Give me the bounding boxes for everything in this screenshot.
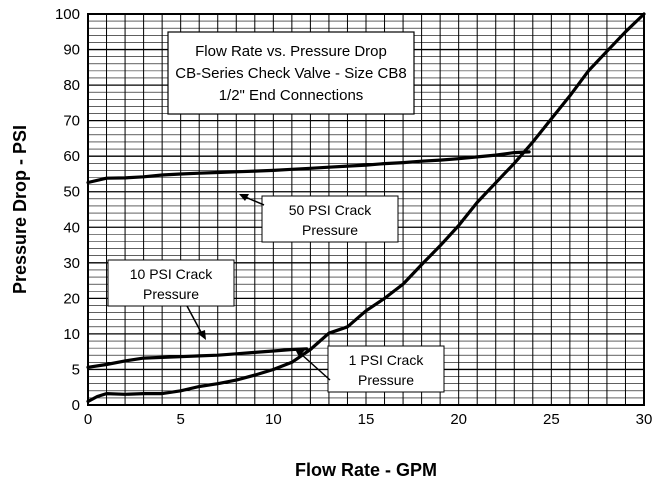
y-tick-label: 10 [63, 326, 80, 343]
x-tick-label: 30 [636, 411, 653, 428]
annotation-10psi-line-2: Pressure [143, 286, 199, 302]
y-tick-label: 90 [63, 42, 80, 59]
title-box: Flow Rate vs. Pressure Drop CB-Series Ch… [167, 31, 415, 115]
annotation-10psi-arrowhead [197, 330, 206, 340]
y-tick-label: 20 [63, 290, 80, 307]
x-tick-label: 25 [543, 411, 560, 428]
x-tick-labels: 0 5 10 15 20 25 30 [84, 411, 653, 428]
y-tick-label: 50 [63, 184, 80, 201]
y-tick-label: 0 [72, 397, 80, 414]
x-tick-label: 5 [176, 411, 184, 428]
y-tick-label: 60 [63, 148, 80, 165]
annotation-50psi-line-1: 50 PSI Crack [289, 202, 372, 218]
annotation-50psi-line-2: Pressure [302, 222, 358, 238]
annotation-10psi-box [107, 259, 235, 307]
annotation-50psi-box [261, 195, 399, 243]
x-tick-label: 20 [450, 411, 467, 428]
title-box-frame [167, 31, 415, 115]
x-axis-title: Flow Rate - GPM [295, 460, 437, 480]
annotation-1psi-leader [300, 353, 331, 381]
y-tick-labels: 0 5 10 20 30 40 50 60 70 80 90 100 [55, 6, 80, 414]
annotation-1psi: 1 PSI Crack Pressure [295, 345, 445, 393]
annotation-1psi-line-1: 1 PSI Crack [349, 352, 425, 368]
annotation-10psi: 10 PSI Crack Pressure [107, 259, 235, 340]
x-tick-label: 15 [358, 411, 375, 428]
annotation-50psi: 50 PSI Crack Pressure [239, 194, 399, 243]
y-tick-label: 40 [63, 219, 80, 236]
y-tick-label: 70 [63, 113, 80, 130]
x-tick-label: 10 [265, 411, 282, 428]
annotation-50psi-arrowhead [239, 194, 249, 201]
series-line-1 [86, 347, 309, 369]
y-tick-label: 80 [63, 77, 80, 94]
annotation-1psi-box [327, 345, 445, 393]
y-tick-label: 30 [63, 255, 80, 272]
annotation-10psi-leader [186, 305, 203, 335]
y-tick-label: 100 [55, 6, 80, 23]
series-line-2 [86, 12, 646, 403]
annotation-10psi-line-1: 10 PSI Crack [130, 266, 213, 282]
title-line-1: Flow Rate vs. Pressure Drop [195, 43, 387, 60]
series-line-0 [86, 150, 531, 185]
y-tick-label: 5 [72, 361, 80, 378]
x-tick-label: 0 [84, 411, 92, 428]
y-axis-title: Pressure Drop - PSI [10, 125, 30, 294]
title-line-3: 1/2" End Connections [219, 87, 364, 104]
series-layer [86, 12, 646, 403]
annotation-1psi-line-2: Pressure [358, 372, 414, 388]
title-line-2: CB-Series Check Valve - Size CB8 [175, 65, 406, 82]
plot-frame [87, 13, 645, 406]
annotation-1psi-arrowhead [295, 349, 305, 357]
